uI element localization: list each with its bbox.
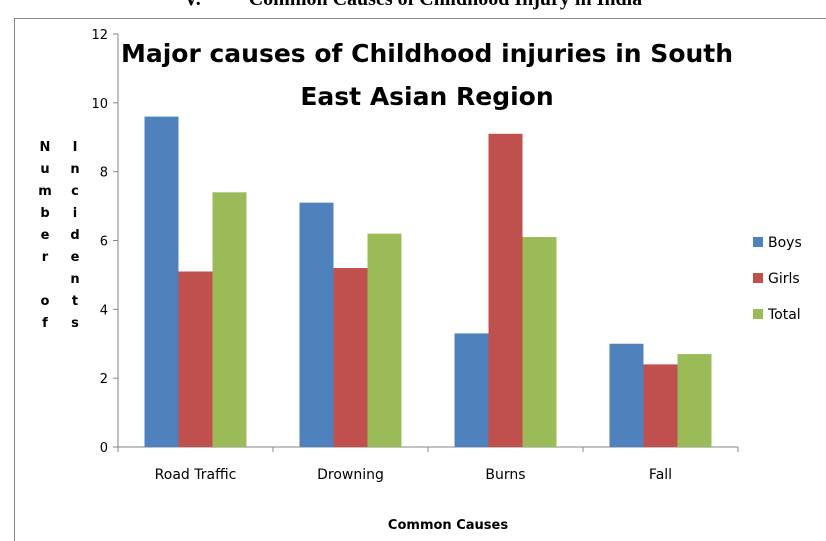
y-tick-label: 4 <box>100 303 108 318</box>
y-tick-label: 12 <box>91 28 108 43</box>
x-category-label: Fall <box>649 467 672 483</box>
y-axis-title-char: c <box>71 184 79 199</box>
bar-girls <box>488 133 523 447</box>
y-axis-title-char: s <box>71 316 79 331</box>
bar-boys <box>609 343 644 447</box>
chart-frame: 0 2 4 6 8 10 12 Road Traffic Drowning Burns Fall Co… <box>14 18 826 541</box>
x-category-label: Road Traffic <box>155 467 237 483</box>
y-axis-title-char: n <box>70 162 79 177</box>
bar-chart: 0 2 4 6 8 10 12 Road Traffic Drowning Burns Fall Co… <box>38 28 802 533</box>
y-axis-title-char: n <box>70 272 79 287</box>
bar-girls <box>333 268 368 447</box>
y-axis-title-char: e <box>41 228 50 243</box>
heading-text: Common Causes of Childhood Injury in Ind… <box>249 0 642 10</box>
legend-swatch-girls <box>753 273 763 283</box>
y-tick-label: 2 <box>100 372 108 387</box>
y-axis-title-char: d <box>70 228 79 243</box>
y-axis-title-char: f <box>42 316 48 331</box>
y-axis-title-char: b <box>40 206 49 221</box>
x-category-label: Drowning <box>317 467 384 483</box>
bar-total <box>522 237 557 447</box>
legend-swatch-total <box>753 309 763 319</box>
legend-label-total: Total <box>767 307 801 323</box>
y-axis-title-char: r <box>42 250 49 265</box>
bar-girls <box>178 271 213 447</box>
y-tick-label: 10 <box>91 97 108 112</box>
y-axis-title-char: o <box>41 294 50 309</box>
bar-total <box>677 354 712 447</box>
x-axis-title: Common Causes <box>388 518 508 533</box>
chart-title-line: Major causes of Childhood injuries in So… <box>121 39 733 68</box>
y-axis-title-char: m <box>38 184 52 199</box>
y-tick-label: 8 <box>100 166 108 181</box>
y-axis-title-char: i <box>73 206 77 221</box>
bar-total <box>367 233 402 447</box>
y-tick-label: 0 <box>100 441 108 456</box>
bar-boys <box>454 333 489 447</box>
y-tick-label: 6 <box>100 235 108 250</box>
y-axis-title-char: e <box>71 250 80 265</box>
y-axis-title-char: t <box>72 294 78 309</box>
bar-boys <box>144 116 179 447</box>
legend-label-boys: Boys <box>768 235 802 251</box>
chart-title-line: East Asian Region <box>300 82 553 111</box>
y-axis-title-char: I <box>73 140 78 155</box>
heading-number: V. <box>184 0 201 10</box>
document-heading: V. Common Causes of Childhood Injury in I… <box>0 0 826 18</box>
bar-girls <box>643 364 678 447</box>
legend-swatch-boys <box>753 237 763 247</box>
bar-boys <box>299 202 334 447</box>
y-axis-title-char: N <box>40 140 51 155</box>
bar-total <box>212 192 247 447</box>
x-category-label: Burns <box>485 467 525 483</box>
legend-label-girls: Girls <box>768 271 800 287</box>
y-axis-title-char: u <box>40 162 49 177</box>
